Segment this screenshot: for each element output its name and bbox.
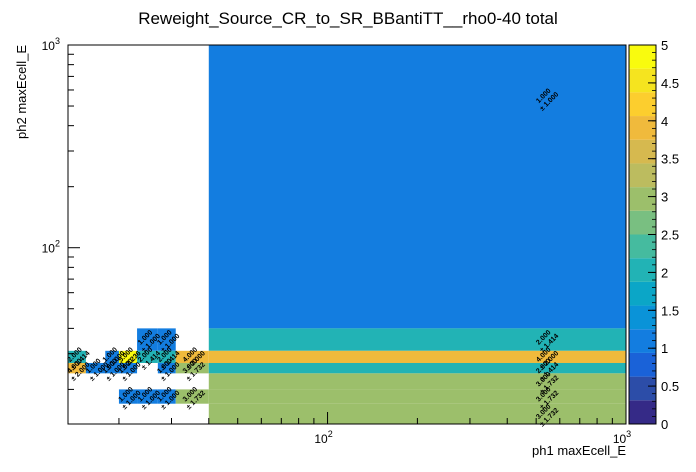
color-scale-step — [629, 210, 656, 235]
color-scale-tick-label: 1.5 — [661, 303, 679, 318]
heatmap-cells — [68, 45, 627, 424]
color-scale-ticks: 0 0.5 1 1.5 2 2.5 3 3.5 4 4.5 5 — [648, 38, 679, 432]
heatmap-cell — [208, 328, 627, 351]
color-scale-tick-label: 3.5 — [661, 152, 679, 167]
heatmap-cell — [175, 350, 209, 363]
heatmap-cell — [175, 362, 209, 374]
heatmap-cell — [208, 350, 627, 363]
color-scale-tick-label: 4.5 — [661, 76, 679, 91]
y-tick-label: 103 — [42, 36, 60, 53]
heatmap-cell — [208, 362, 627, 374]
color-scale-tick-label: 0.5 — [661, 379, 679, 394]
color-scale-step — [629, 163, 656, 188]
heatmap-cell — [137, 350, 158, 363]
heatmap-cell — [157, 389, 176, 404]
plot-frame — [67, 44, 627, 425]
heatmap-cell — [157, 350, 176, 363]
color-scale-bar — [628, 44, 657, 425]
heatmap-cell — [68, 362, 86, 374]
x-axis-ticks: 102 103 — [118, 412, 631, 446]
heatmap-cell — [208, 389, 627, 404]
color-scale-step — [629, 258, 656, 282]
color-scale-tick-label: 1 — [661, 341, 668, 356]
heatmap-cell — [118, 389, 138, 404]
color-scale-step — [629, 376, 656, 401]
color-scale-tick-label: 2 — [661, 265, 668, 280]
y-axis-label: ph2 maxEcell_E — [14, 45, 29, 139]
heatmap-cell — [157, 328, 176, 351]
color-scale-step — [629, 329, 656, 353]
heatmap-cell — [208, 373, 627, 390]
chart-title: Reweight_Source_CR_to_SR_BBantiTT__rho0-… — [138, 9, 558, 28]
heatmap-cell — [175, 389, 209, 404]
heatmap-cell — [137, 328, 158, 351]
heatmap-cell — [105, 362, 119, 374]
x-axis-label: ph1 maxEcell_E — [532, 443, 626, 458]
color-scale-tick-label: 3 — [661, 190, 668, 205]
heatmap-cell — [208, 45, 627, 329]
color-scale-tick-label: 4 — [661, 114, 668, 129]
heatmap-cell — [118, 362, 138, 374]
color-scale-tick-label: 5 — [661, 38, 668, 53]
color-scale-step — [629, 281, 656, 306]
color-scale-step — [629, 234, 656, 259]
color-scale-step — [629, 68, 656, 93]
y-tick-label: 102 — [42, 239, 60, 256]
x-tick-label: 103 — [613, 429, 631, 446]
color-scale-tick-label: 2.5 — [661, 228, 679, 243]
color-scale-step — [629, 92, 656, 117]
color-scale-step — [629, 139, 656, 164]
heatmap-cell — [85, 362, 106, 374]
heatmap-cell — [105, 350, 119, 363]
color-scale-step — [629, 116, 656, 140]
y-axis-ticks: 102 103 — [42, 36, 80, 390]
heatmap-cell — [118, 350, 138, 363]
color-scale-step — [629, 352, 656, 377]
heatmap-cell — [208, 403, 627, 424]
heatmap-cell — [137, 389, 158, 404]
color-scale-tick-label: 0 — [661, 417, 668, 432]
color-scale-step — [629, 305, 656, 330]
color-scale-step — [629, 187, 656, 211]
color-scale-step — [629, 45, 656, 69]
color-scale-step — [629, 400, 656, 424]
heatmap-cell — [157, 362, 176, 374]
x-tick-label: 102 — [314, 429, 332, 446]
